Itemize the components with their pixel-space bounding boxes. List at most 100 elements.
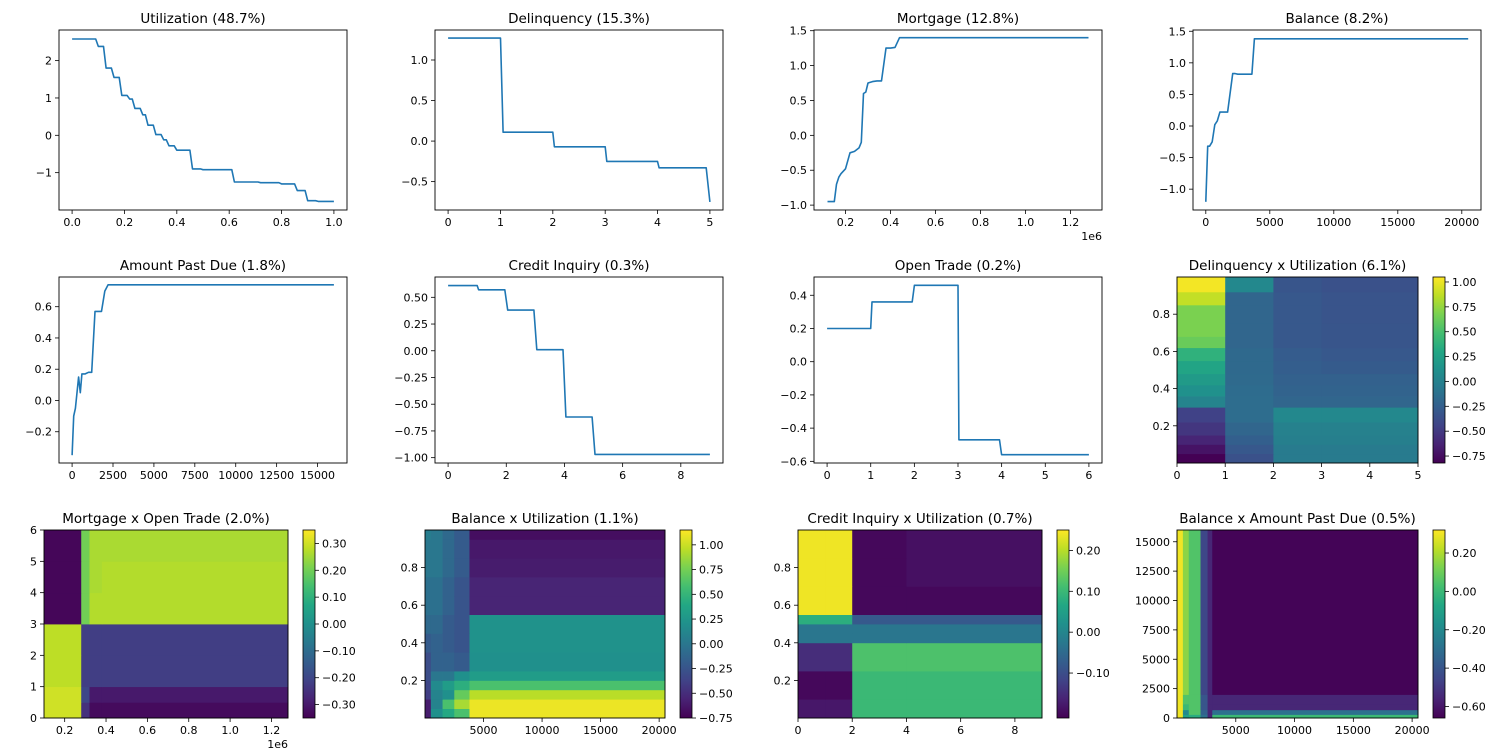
y-tick-label: 1.0 <box>1169 57 1187 70</box>
heatmap-cell <box>1182 703 1190 711</box>
heatmap-cell <box>442 652 455 672</box>
heatmap-cell <box>852 624 907 634</box>
heatmap-cell <box>1321 453 1419 464</box>
heatmap-cell <box>1188 530 1201 695</box>
heatmap-cell <box>825 699 853 719</box>
heatmap-cell <box>442 699 455 709</box>
heatmap-cell <box>430 558 443 578</box>
y-tick-label: 2 <box>30 649 37 662</box>
heatmap-cell <box>469 633 666 653</box>
heatmap-cell <box>1225 323 1274 337</box>
heatmap-cell <box>101 530 289 562</box>
subplot-title: Open Trade (0.2%) <box>895 258 1021 274</box>
y-tick-label: 0.0 <box>35 394 53 407</box>
heatmap-cell <box>425 671 432 681</box>
y-tick-label: 4 <box>30 587 37 600</box>
x-tick-label: 5 <box>1415 469 1422 482</box>
heatmap-cell <box>442 530 455 540</box>
x-tick-label: 5000 <box>470 724 498 737</box>
x-tick-label: 0 <box>824 469 831 482</box>
x-tick-label: 6 <box>619 469 626 482</box>
heatmap-cell <box>1273 422 1322 436</box>
colorbar-tick-label: 0.25 <box>1452 351 1477 364</box>
y-tick-label: 2500 <box>1142 683 1170 696</box>
heatmap-cell <box>469 595 666 615</box>
x-tick-label: 15000 <box>300 469 335 482</box>
heatmap-cell <box>1177 347 1226 362</box>
subplot-9: Mortgage x Open Trade (2.0%)0.300.200.10… <box>30 511 356 751</box>
heatmap-cell <box>798 699 826 719</box>
heatmap-cell <box>852 671 907 700</box>
heatmap-cell <box>1188 709 1201 715</box>
subplot-title: Mortgage (12.8%) <box>897 11 1019 27</box>
colorbar-tick-label: −0.50 <box>1452 425 1486 438</box>
heatmap-cell <box>454 558 470 578</box>
y-tick-label: 0.5 <box>790 94 808 107</box>
heatmap-cell <box>1273 277 1322 293</box>
x-tick-label: 10000 <box>525 724 560 737</box>
heatmap-cell <box>1273 347 1322 362</box>
heatmap-cell <box>101 561 289 594</box>
colorbar-tick-label: 0.25 <box>699 613 724 626</box>
x-tick-label: 0.8 <box>180 724 198 737</box>
heatmap-cell <box>798 530 826 559</box>
y-tick-label: 1.0 <box>411 54 429 67</box>
heatmap-cell <box>1225 373 1274 386</box>
axes-frame <box>1176 276 1419 464</box>
x-tick-label: 2 <box>911 469 918 482</box>
y-tick-label: 15000 <box>1135 536 1170 549</box>
colorbar <box>1432 276 1446 464</box>
x-tick-label: 4 <box>1366 469 1373 482</box>
heatmap-cell <box>1321 422 1419 436</box>
heatmap-cell <box>1225 396 1274 408</box>
y-tick-label: 0.4 <box>35 332 53 345</box>
x-tick-label: 5000 <box>1222 724 1250 737</box>
y-tick-label: 0 <box>45 129 52 142</box>
subplot-title: Amount Past Due (1.8%) <box>120 258 286 274</box>
colorbar-tick-label: 0.20 <box>322 564 347 577</box>
heatmap-cell <box>442 633 455 653</box>
y-tick-label: 0.8 <box>401 562 419 575</box>
y-tick-label: 0.00 <box>404 345 429 358</box>
y-tick-label: 0.0 <box>411 135 429 148</box>
heatmap-cell <box>852 586 907 615</box>
heatmap-cell <box>44 702 82 719</box>
heatmap-cell <box>81 702 90 719</box>
heatmap-cell <box>44 561 82 594</box>
heatmap-cell <box>1182 714 1190 719</box>
subplot-2: Delinquency (15.3%) 0 1 2 3 4 5 −0.5 0.0 0.5 1.0 <box>401 11 724 229</box>
heatmap-cell <box>906 586 1043 615</box>
y-tick-label: 0 <box>1163 712 1170 725</box>
x-tick-label: 0.2 <box>116 216 134 229</box>
colorbar-tick-label: 1.00 <box>1452 276 1477 289</box>
y-tick-label: 12500 <box>1135 565 1170 578</box>
heatmap-cell <box>1188 694 1201 705</box>
heatmap-cell <box>425 689 432 700</box>
y-tick-label: 0.2 <box>35 363 53 376</box>
y-tick-label: 1 <box>30 681 37 694</box>
heatmap-cell <box>852 642 907 672</box>
heatmap-cell <box>1200 530 1208 695</box>
heatmap-cell <box>1177 336 1226 349</box>
heatmap-cell <box>81 561 90 594</box>
colorbar-tick-label: −0.25 <box>699 663 733 676</box>
x-tick-label: 1.0 <box>221 724 239 737</box>
x-tick-label: 5000 <box>140 469 168 482</box>
y-tick-label: 0.6 <box>1153 345 1171 358</box>
axes-frame <box>1176 529 1419 719</box>
heatmap-cell <box>906 642 1043 672</box>
heatmap-cell <box>89 530 103 562</box>
heatmap-cell <box>1321 407 1419 423</box>
heatmap-cell <box>1200 703 1208 711</box>
x-tick-label: 7500 <box>181 469 209 482</box>
subplot-title: Delinquency x Utilization (6.1%) <box>1189 258 1407 274</box>
heatmap-cell <box>454 539 470 559</box>
colorbar-tick-label: −0.20 <box>322 672 356 685</box>
heatmap-cell <box>1200 709 1208 715</box>
x-tick-label: 0.6 <box>220 216 238 229</box>
heatmap-cell <box>430 708 443 719</box>
heatmap-cell <box>1321 304 1419 324</box>
y-tick-label: 0.4 <box>401 637 419 650</box>
heatmap-cell <box>1321 373 1419 386</box>
